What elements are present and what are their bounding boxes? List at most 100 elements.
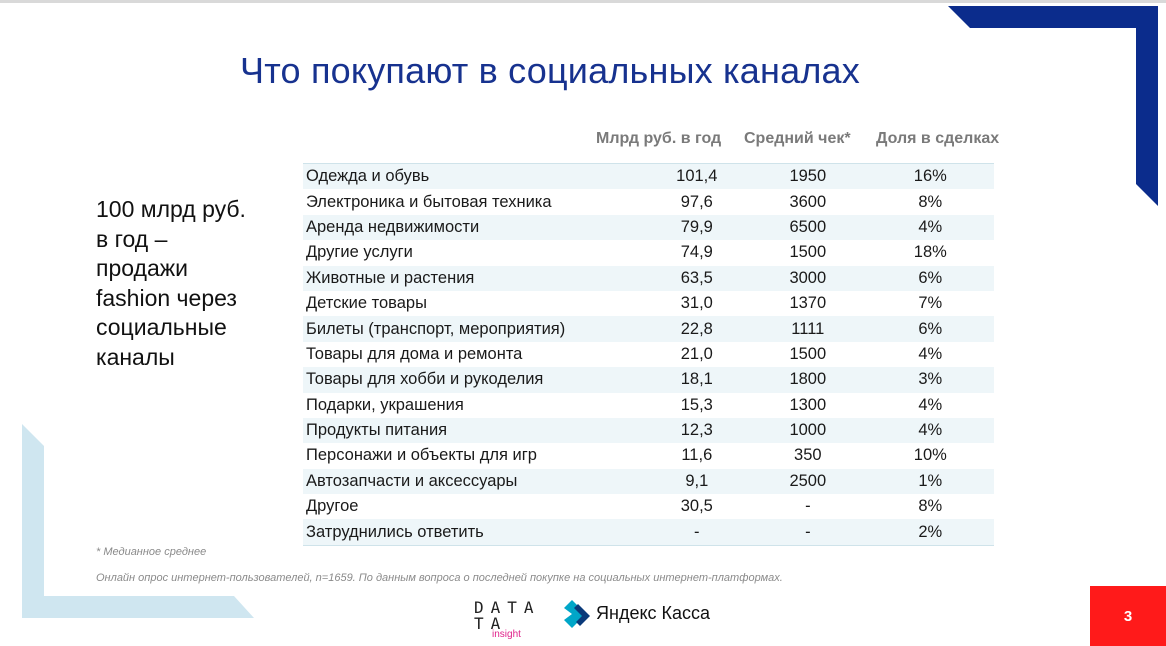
table-row: Подарки, украшения 15,3 1300 4% — [303, 393, 994, 418]
cell-check: - — [805, 522, 811, 541]
column-header-check: Средний чек* — [744, 130, 851, 147]
cell-category: Электроника и бытовая техника — [306, 192, 552, 211]
cell-value: 63,5 — [680, 268, 713, 287]
cell-share: 1% — [918, 471, 943, 490]
cell-value: 79,9 — [680, 217, 713, 236]
side-line: 100 млрд руб. — [96, 196, 246, 222]
page-title: Что покупают в социальных каналах — [240, 50, 860, 91]
cell-category: Другие услуги — [306, 243, 413, 262]
cell-value: 12,3 — [680, 421, 713, 440]
cell-check: 3000 — [789, 268, 827, 287]
cell-check: 3600 — [789, 192, 827, 211]
cell-check: 1111 — [791, 319, 825, 338]
table-row: Товары для дома и ремонта 21,0 1500 4% — [303, 342, 994, 367]
page-number-badge: 3 — [1090, 586, 1166, 646]
cell-category: Билеты (транспорт, мероприятия) — [306, 319, 566, 338]
cell-category: Животные и растения — [306, 268, 475, 287]
cell-category: Аренда недвижимости — [306, 217, 480, 236]
table-row: Билеты (транспорт, мероприятия) 22,8 1111 6… — [303, 316, 994, 342]
cell-share: 18% — [913, 243, 947, 262]
cell-category: Товары для дома и ремонта — [306, 344, 523, 363]
table-row: Автозапчасти и аксессуары 9,1 2500 1% — [303, 468, 994, 495]
table-row: Детские товары 31,0 1370 7% — [303, 291, 994, 316]
cell-share: 4% — [918, 344, 943, 363]
table-row: Персонажи и объекты для игр 11,6 350 10% — [303, 443, 994, 468]
side-line: в год – — [96, 225, 168, 252]
cell-category: Автозапчасти и аксессуары — [306, 471, 518, 490]
cell-share: 4% — [918, 217, 943, 236]
cell-check: 2500 — [789, 471, 827, 490]
logo-name: Яндекс Касса — [596, 603, 711, 623]
table-row: Другое 30,5 - 8% — [303, 494, 994, 519]
cell-share: 16% — [913, 167, 947, 186]
cell-check: - — [805, 497, 811, 516]
cell-check: 350 — [794, 446, 822, 465]
cell-check: 1950 — [789, 167, 827, 186]
cell-check: 1000 — [789, 421, 827, 440]
corner-decoration-top-right — [948, 6, 1158, 206]
side-line: каналы — [96, 343, 175, 370]
cell-value: 21,0 — [680, 344, 713, 363]
cell-share: 3% — [918, 370, 943, 389]
cell-value: 9,1 — [685, 471, 709, 490]
cell-category: Товары для хобби и рукоделия — [306, 370, 544, 389]
cell-value: 22,8 — [680, 319, 713, 338]
cell-category: Детские товары — [306, 294, 427, 313]
corner-decoration-bottom-left — [22, 424, 254, 618]
cell-share: 4% — [918, 395, 943, 414]
side-summary: 100 млрд руб. в год – продажи fashion че… — [96, 195, 296, 373]
cell-share: 10% — [913, 446, 947, 465]
cell-value: 15,3 — [680, 395, 713, 414]
cell-share: 4% — [918, 421, 943, 440]
cell-check: 1500 — [789, 243, 827, 262]
side-line: социальные — [96, 314, 227, 341]
table-row: Затруднились ответить - - 2% — [303, 519, 994, 545]
column-header-value: Млрд руб. в год — [596, 130, 722, 147]
table-row: Аренда недвижимости 79,9 6500 4% — [303, 214, 994, 241]
footnote-median: * Медианное среднее — [96, 546, 207, 558]
cell-value: 97,6 — [680, 192, 713, 211]
cell-category: Другое — [306, 497, 359, 516]
cell-share: 7% — [918, 294, 943, 313]
cell-value: 101,4 — [676, 167, 718, 186]
column-header-share: Доля в сделках — [876, 130, 1000, 147]
footnote-source: Онлайн опрос интернет-пользователей, n=1… — [96, 572, 783, 584]
cell-check: 1300 — [789, 395, 827, 414]
cell-check: 1370 — [789, 294, 827, 313]
cell-category: Подарки, украшения — [306, 395, 464, 414]
table-row: Животные и растения 63,5 3000 6% — [303, 265, 994, 291]
cell-value: 18,1 — [680, 370, 713, 389]
cell-value: 30,5 — [680, 497, 713, 516]
table-row: Электроника и бытовая техника 97,6 3600 8% — [303, 189, 994, 214]
cell-category: Одежда и обувь — [306, 167, 430, 186]
cell-share: 2% — [918, 522, 943, 541]
table-row: Продукты питания 12,3 1000 4% — [303, 417, 994, 444]
side-line: fashion через — [96, 284, 237, 311]
side-line: продажи — [96, 255, 188, 282]
purchases-table: Одежда и обувь 101,4 1950 16% Электроника и … — [303, 163, 994, 546]
yandex-kassa-logo: Яндекс Касса — [560, 598, 710, 632]
cell-share: 8% — [918, 497, 943, 516]
cell-value: 31,0 — [680, 294, 713, 313]
logo-line: DATA — [474, 598, 541, 617]
cell-value: 11,6 — [681, 446, 713, 465]
table-row: Товары для хобби и рукоделия 18,1 1800 3% — [303, 367, 994, 393]
cell-share: 8% — [918, 192, 943, 211]
cell-category: Продукты питания — [306, 421, 448, 440]
cell-check: 1500 — [789, 344, 827, 363]
cell-check: 1800 — [789, 370, 827, 389]
cell-value: 74,9 — [680, 243, 713, 262]
yandex-kassa-logo-icon — [564, 600, 590, 628]
cell-share: 6% — [918, 268, 943, 287]
top-rule — [0, 0, 1166, 3]
data-insight-logo: DATA TA insight — [470, 598, 540, 642]
table-row: Другие услуги 74,9 1500 18% — [303, 240, 994, 265]
cell-value: - — [694, 522, 700, 541]
cell-share: 6% — [918, 319, 943, 338]
logo-line: TA — [474, 614, 508, 633]
logo-sub: insight — [492, 629, 521, 640]
cell-category: Затруднились ответить — [306, 522, 484, 541]
cell-category: Персонажи и объекты для игр — [306, 446, 537, 465]
cell-check: 6500 — [789, 217, 827, 236]
table-row: Одежда и обувь 101,4 1950 16% — [303, 164, 994, 190]
